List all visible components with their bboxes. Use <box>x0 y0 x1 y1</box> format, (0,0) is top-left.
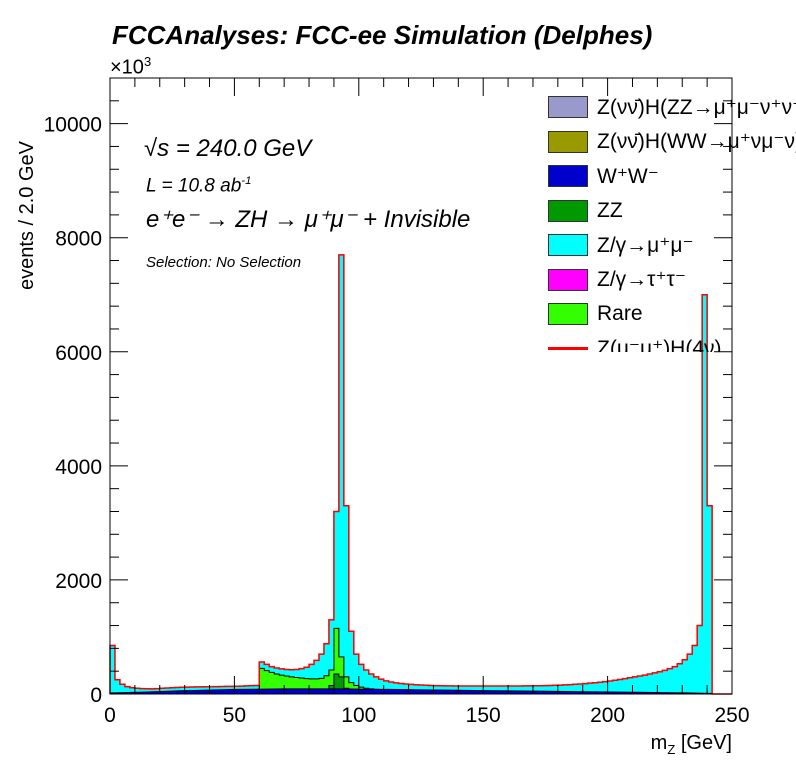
legend-swatch <box>548 96 588 118</box>
y-multiplier-base: ×10 <box>110 56 144 79</box>
legend-swatch <box>548 165 588 187</box>
legend-label: Z(νν̄)H(WW→μ⁺νμ⁻ν) <box>597 130 796 153</box>
legend-entry: Rare <box>548 299 643 329</box>
sqrt-symbol: √ <box>144 135 158 162</box>
legend-entry: Z(νν̄)H(WW→μ⁺νμ⁻ν) <box>548 127 796 157</box>
y-tick-label: 4000 <box>55 456 102 479</box>
legend-entry: Z(μ⁻μ⁺)H(4ν) <box>548 334 722 352</box>
legend-label: W⁺W⁻ <box>597 164 659 188</box>
legend-label: Z(νν̄)H(ZZ→μ⁺μ⁻ν⁺ν⁻) <box>597 95 796 119</box>
x-tick-label: 100 <box>341 704 376 727</box>
y-tick-label: 10000 <box>44 114 102 137</box>
legend-swatch <box>548 199 588 222</box>
y-axis-multiplier: ×103 <box>110 54 151 80</box>
x-tick-label: 0 <box>104 704 116 727</box>
y-tick-label: 0 <box>90 684 102 707</box>
legend-label: Rare <box>597 302 643 325</box>
x-axis-label: mZ [GeV] <box>650 732 732 757</box>
plot-frame <box>109 77 733 695</box>
x-tick-label: 150 <box>466 704 501 727</box>
y-multiplier-exponent: 3 <box>143 54 152 69</box>
y-tick-label: 2000 <box>55 570 102 593</box>
legend-swatch <box>548 347 588 350</box>
legend: Z(νν̄)H(ZZ→μ⁺μ⁻ν⁺ν⁻) Z(νν̄)H(WW→μ⁺νμ⁻ν) W⁺… <box>548 92 796 352</box>
legend-swatch <box>548 303 588 325</box>
x-tick-label: 50 <box>223 704 246 727</box>
y-axis-label: events / 2.0 GeV <box>16 141 38 290</box>
x-tick-label: 200 <box>590 704 625 727</box>
signal-histogram-outline <box>109 254 732 695</box>
legend-label: Z(μ⁻μ⁺)H(4ν) <box>597 337 722 352</box>
sqrts-value: s = 240.0 GeV <box>157 135 312 162</box>
x-tick-label: 250 <box>714 704 749 727</box>
lumi-value: L = 10.8 ab <box>146 175 242 197</box>
lumi-unit-exponent: -1 <box>241 175 252 187</box>
selection-annotation: Selection: No Selection <box>146 254 302 271</box>
y-tick-label: 6000 <box>55 342 102 365</box>
legend-entry: ZZ <box>548 196 623 226</box>
legend-entry: Z(νν̄)H(ZZ→μ⁺μ⁻ν⁺ν⁻) <box>548 92 796 122</box>
legend-swatch <box>548 234 588 256</box>
legend-label: ZZ <box>597 198 623 222</box>
legend-entry: Z/γ→τ⁺τ⁻ <box>548 265 686 295</box>
luminosity-annotation: L = 10.8 ab-1 <box>146 175 251 197</box>
axis-layer: 0 50 100 150 200 250 0 2000 4000 6000 8000 10000 <box>44 77 750 727</box>
chart-title: FCCAnalyses: FCC-ee Simulation (Delphes) <box>112 20 653 50</box>
legend-entry: Z/γ→μ⁺μ⁻ <box>548 230 694 260</box>
sqrts-annotation: √s = 240.0 GeV <box>144 135 311 163</box>
legend-swatch <box>548 268 588 291</box>
legend-label: Z/γ→μ⁺μ⁻ <box>597 233 694 257</box>
legend-swatch <box>548 130 588 153</box>
y-tick-label: 8000 <box>55 228 102 251</box>
legend-entry: W⁺W⁻ <box>548 161 659 191</box>
process-annotation: e⁺e⁻ → ZH → μ⁺μ⁻ + Invisible <box>146 206 471 233</box>
legend-label: Z/γ→τ⁺τ⁻ <box>597 268 686 291</box>
